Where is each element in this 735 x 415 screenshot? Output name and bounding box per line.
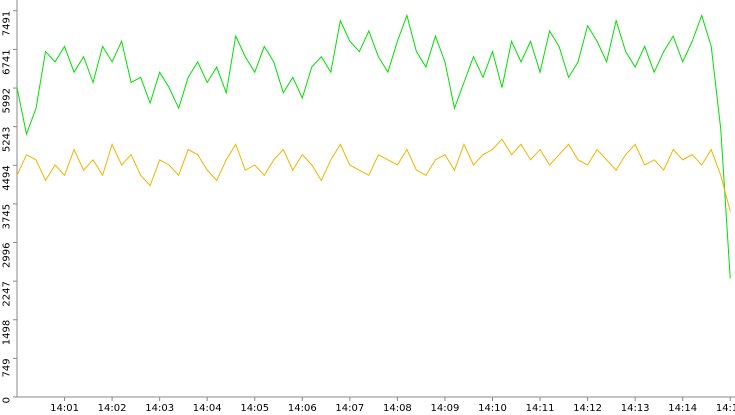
y-tick-label: 4494 bbox=[1, 165, 12, 190]
y-tick-label: 7491 bbox=[1, 11, 12, 36]
y-tick-label: 6741 bbox=[1, 49, 12, 74]
y-tick-label: 2996 bbox=[1, 243, 12, 268]
x-tick-label: 14:05 bbox=[240, 403, 269, 414]
x-tick-label: 14:03 bbox=[145, 403, 174, 414]
x-tick-label: 14:06 bbox=[288, 403, 317, 414]
x-tick-label: 14:11 bbox=[526, 403, 555, 414]
y-tick-label: 2247 bbox=[1, 281, 12, 306]
x-tick-label: 14:10 bbox=[478, 403, 507, 414]
y-tick-label: 1498 bbox=[1, 320, 12, 345]
x-tick-label: 14:02 bbox=[98, 403, 127, 414]
y-tick-label: 3745 bbox=[1, 204, 12, 229]
x-tick-label: 14:01 bbox=[50, 403, 79, 414]
x-tick-label: 14:13 bbox=[621, 403, 650, 414]
y-tick-label: 0 bbox=[1, 397, 12, 403]
x-tick-label: 14:08 bbox=[383, 403, 412, 414]
x-tick-label: 14:09 bbox=[431, 403, 460, 414]
series-line bbox=[16, 138, 731, 212]
x-tick-label: 14:15 bbox=[716, 403, 735, 414]
series-line bbox=[16, 13, 731, 279]
x-tick-label: 14:04 bbox=[193, 403, 222, 414]
x-tick-label: 14:12 bbox=[573, 403, 602, 414]
y-tick-label: 5992 bbox=[1, 88, 12, 113]
x-tick-label: 14:14 bbox=[668, 403, 697, 414]
y-tick-label: 5243 bbox=[1, 127, 12, 152]
y-tick-label: 749 bbox=[1, 358, 12, 377]
x-tick-label: 14:07 bbox=[335, 403, 364, 414]
